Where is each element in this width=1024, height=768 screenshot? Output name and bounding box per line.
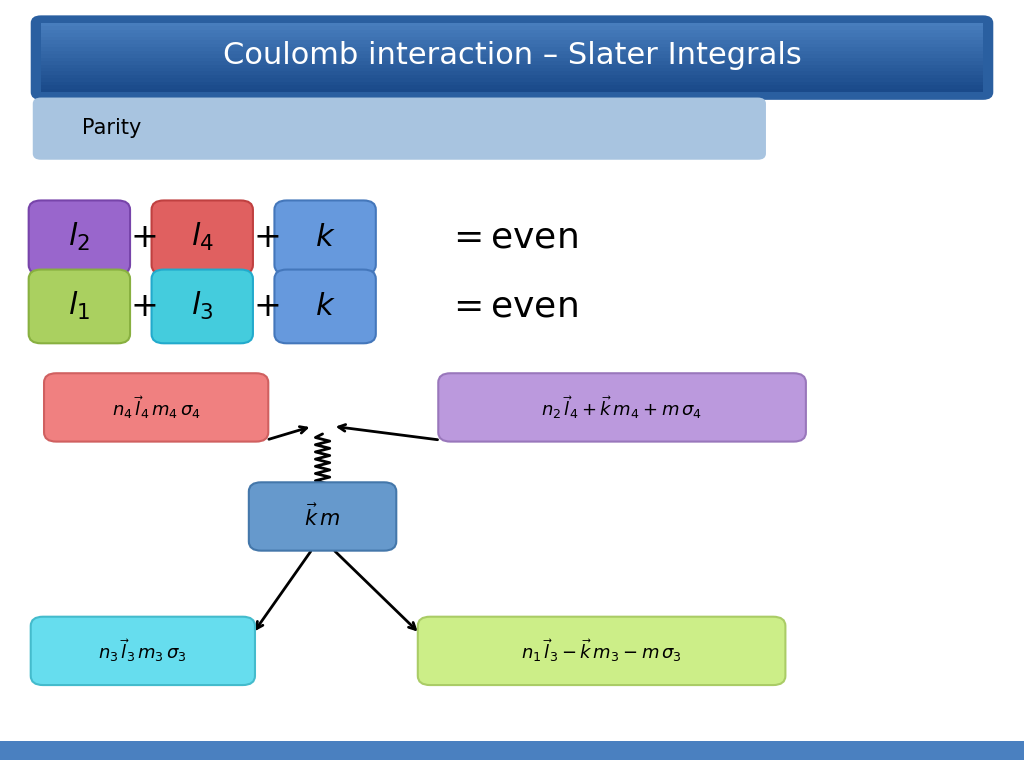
Text: $l_1$: $l_1$ (69, 290, 90, 323)
FancyBboxPatch shape (41, 58, 983, 61)
FancyBboxPatch shape (41, 23, 983, 26)
FancyBboxPatch shape (41, 78, 983, 82)
Text: $= \mathrm{even}$: $= \mathrm{even}$ (446, 220, 578, 254)
Text: $= \mathrm{even}$: $= \mathrm{even}$ (446, 290, 578, 323)
FancyBboxPatch shape (249, 482, 396, 551)
FancyBboxPatch shape (41, 54, 983, 58)
Text: Coulomb interaction – Slater Integrals: Coulomb interaction – Slater Integrals (222, 41, 802, 70)
FancyBboxPatch shape (41, 65, 983, 68)
FancyBboxPatch shape (41, 75, 983, 78)
Text: $n_3\,\vec{l}_3\,m_3\,\sigma_3$: $n_3\,\vec{l}_3\,m_3\,\sigma_3$ (98, 637, 187, 664)
FancyBboxPatch shape (152, 200, 253, 274)
Text: $+$: $+$ (253, 221, 280, 253)
FancyBboxPatch shape (41, 34, 983, 37)
FancyBboxPatch shape (41, 27, 983, 30)
Text: $k$: $k$ (314, 223, 336, 252)
Text: $n_1\,\vec{l}_3-\vec{k}\,m_3-m\,\sigma_3$: $n_1\,\vec{l}_3-\vec{k}\,m_3-m\,\sigma_3… (521, 637, 682, 664)
Text: $n_4\,\vec{l}_4\,m_4\,\sigma_4$: $n_4\,\vec{l}_4\,m_4\,\sigma_4$ (112, 394, 201, 421)
FancyBboxPatch shape (33, 98, 766, 160)
FancyBboxPatch shape (41, 30, 983, 34)
Text: $+$: $+$ (130, 221, 157, 253)
Text: $l_2$: $l_2$ (69, 221, 90, 253)
FancyBboxPatch shape (274, 200, 376, 274)
FancyBboxPatch shape (44, 373, 268, 442)
Text: Parity: Parity (82, 118, 141, 138)
Text: $+$: $+$ (130, 290, 157, 323)
FancyBboxPatch shape (41, 61, 983, 65)
Text: $l_4$: $l_4$ (190, 221, 214, 253)
FancyBboxPatch shape (31, 617, 255, 685)
FancyBboxPatch shape (418, 617, 785, 685)
FancyBboxPatch shape (41, 51, 983, 54)
Text: $+$: $+$ (253, 290, 280, 323)
FancyBboxPatch shape (438, 373, 806, 442)
FancyBboxPatch shape (274, 270, 376, 343)
FancyBboxPatch shape (29, 270, 130, 343)
FancyBboxPatch shape (41, 37, 983, 40)
FancyBboxPatch shape (29, 200, 130, 274)
FancyBboxPatch shape (41, 82, 983, 85)
FancyBboxPatch shape (41, 44, 983, 48)
FancyBboxPatch shape (41, 89, 983, 92)
Text: $n_2\,\vec{l}_4+\vec{k}\,m_4+m\,\sigma_4$: $n_2\,\vec{l}_4+\vec{k}\,m_4+m\,\sigma_4… (542, 394, 702, 421)
FancyBboxPatch shape (31, 15, 993, 100)
FancyBboxPatch shape (41, 85, 983, 89)
FancyBboxPatch shape (152, 270, 253, 343)
FancyBboxPatch shape (41, 40, 983, 44)
FancyBboxPatch shape (41, 71, 983, 75)
Text: $\vec{k}\,m$: $\vec{k}\,m$ (304, 503, 341, 530)
FancyBboxPatch shape (41, 48, 983, 51)
Text: $l_3$: $l_3$ (191, 290, 213, 323)
FancyBboxPatch shape (41, 68, 983, 71)
FancyBboxPatch shape (0, 741, 1024, 760)
Text: $k$: $k$ (314, 292, 336, 321)
